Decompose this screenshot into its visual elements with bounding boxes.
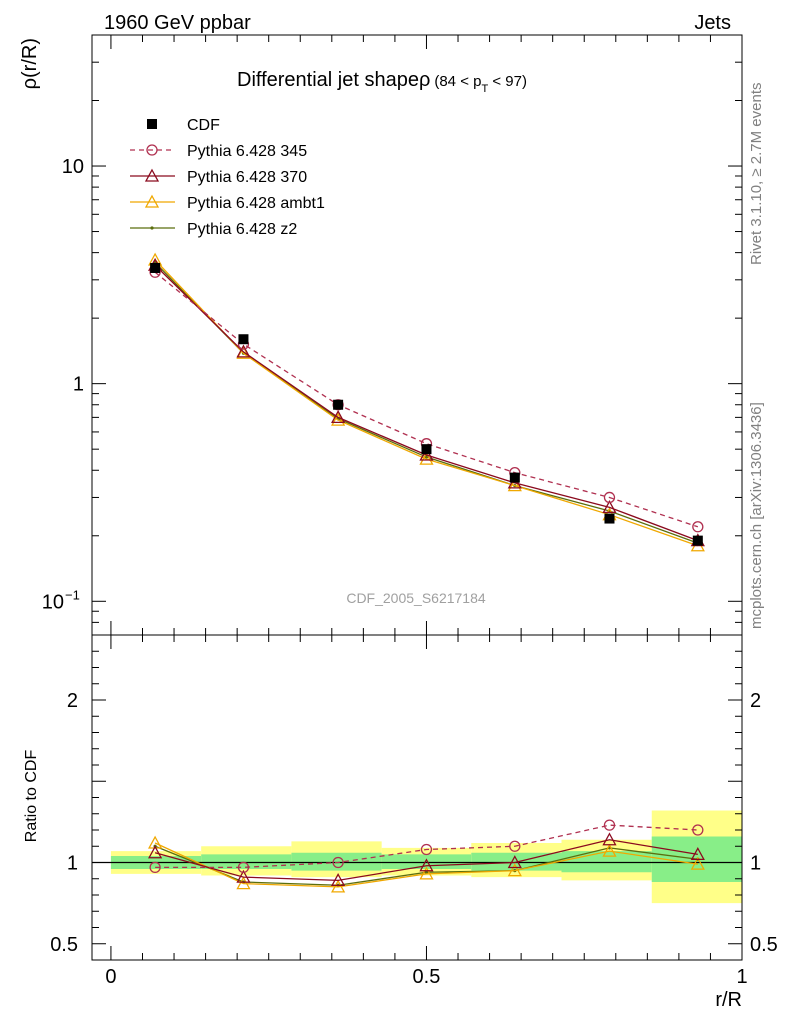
- series-point: [602, 500, 617, 514]
- legend-label: CDF: [187, 117, 220, 134]
- chart-title-main: Differential jet shapeρ: [237, 69, 430, 91]
- ratio-frame: [91, 634, 743, 961]
- legend-marker: [150, 226, 154, 230]
- main-y-tick-exponent: −1: [65, 587, 80, 602]
- ratio-series-point: [603, 819, 616, 831]
- ratio-series-line: [154, 839, 698, 882]
- ratio-series-point: [507, 855, 522, 869]
- chart-title-range-sub: T: [481, 83, 488, 95]
- legend: CDF Pythia 6.428 345 Pythia 6.428 370 Pythi…: [130, 117, 325, 238]
- band-green: [561, 851, 652, 873]
- legend-marker: [144, 194, 160, 208]
- main-y-tick-label: 1: [73, 374, 84, 396]
- legend-label: Pythia 6.428 z2: [187, 221, 297, 238]
- series-point: [692, 521, 704, 533]
- ratio-y-tick-label-right: 1: [750, 853, 761, 875]
- ratio-series-point: [237, 861, 250, 874]
- ratio-y-axis-label: Ratio to CDF: [23, 750, 40, 843]
- ratio-series-point: [602, 843, 617, 857]
- header-left: 1960 GeV ppbar: [104, 12, 251, 34]
- series-point: [331, 412, 346, 426]
- series-point: [419, 451, 434, 465]
- legend-marker: [144, 168, 160, 182]
- ratio-series-point: [690, 847, 705, 861]
- main-y-axis-label: ρ(r/R): [19, 38, 41, 89]
- ratio-series-point: [149, 861, 161, 874]
- ratio-series-point: [148, 845, 163, 859]
- data-point: [692, 535, 703, 546]
- ratio-series-point: [331, 873, 346, 887]
- legend-label: Pythia 6.428 ambt1: [187, 195, 325, 212]
- data-point: [604, 513, 615, 524]
- series-point: [424, 455, 429, 459]
- data-point: [421, 444, 432, 455]
- ratio-series-point: [692, 824, 704, 836]
- main-y-tick-label: 10: [42, 591, 64, 613]
- header-right: Jets: [694, 12, 731, 34]
- x-tick-label: 0.5: [413, 966, 441, 988]
- series-line: [154, 259, 699, 547]
- legend-marker: [146, 144, 158, 156]
- ratio-series-point: [507, 863, 522, 877]
- band-green: [201, 854, 292, 869]
- ratio-series-point: [419, 858, 434, 872]
- legend-label: Pythia 6.428 345: [187, 143, 307, 160]
- ratio-y-tick-label-right: 2: [750, 690, 761, 712]
- ratio-series-point: [236, 876, 251, 890]
- series-point: [603, 491, 616, 504]
- data-point: [238, 334, 249, 345]
- series-point: [236, 344, 251, 358]
- series-point: [331, 410, 346, 424]
- ratio-series-point: [419, 866, 434, 880]
- ratio-y-tick-label: 2: [67, 690, 78, 712]
- data-point: [150, 262, 161, 273]
- x-tick-label: 1: [736, 966, 747, 988]
- data-point: [509, 472, 520, 483]
- series-point: [236, 345, 251, 359]
- band-green: [291, 852, 382, 871]
- chart-title-range: (84 < p: [434, 73, 481, 90]
- ratio-series-line: [155, 824, 698, 869]
- ratio-y-tick-label-right: 0.5: [750, 934, 778, 956]
- main-y-tick-label: 10: [62, 156, 84, 178]
- ratio-uncertainty-bands: [110, 810, 742, 904]
- chart-title-range-end: < 97): [488, 73, 527, 90]
- ratio-series-point: [424, 870, 429, 874]
- ratio-panel-series: [148, 819, 705, 893]
- chart-title: Differential jet shapeρ (84 < pT < 97): [237, 69, 527, 95]
- axis-ticks: [92, 34, 743, 961]
- ratio-series-point: [420, 843, 433, 856]
- series-line: [154, 271, 699, 528]
- series-line: [154, 262, 699, 544]
- ratio-series-point: [509, 840, 521, 852]
- watermark: CDF_2005_S6217184: [346, 590, 486, 606]
- series-line: [154, 264, 699, 542]
- legend-marker: [147, 119, 157, 129]
- x-tick-label: 0: [105, 966, 116, 988]
- ratio-series-line: [154, 842, 698, 888]
- x-axis-label: r/R: [715, 989, 742, 1011]
- series-point: [419, 447, 434, 461]
- ratio-series-point: [331, 879, 346, 893]
- mcplots-label: mcplots.cern.ch [arXiv:1306.3436]: [748, 402, 765, 629]
- legend-label: Pythia 6.428 370: [187, 169, 307, 186]
- ratio-series-point: [602, 832, 617, 846]
- ratio-y-tick-label: 0.5: [50, 934, 78, 956]
- series-point: [507, 478, 522, 492]
- ratio-series-point: [236, 869, 251, 883]
- main-panel-series: [148, 252, 705, 552]
- ratio-series-point: [332, 856, 344, 869]
- rivet-version-label: Rivet 3.1.10, ≥ 2.7M events: [748, 83, 765, 266]
- ratio-y-tick-label: 1: [67, 853, 78, 875]
- ratio-series-point: [690, 856, 705, 870]
- data-point: [333, 399, 344, 410]
